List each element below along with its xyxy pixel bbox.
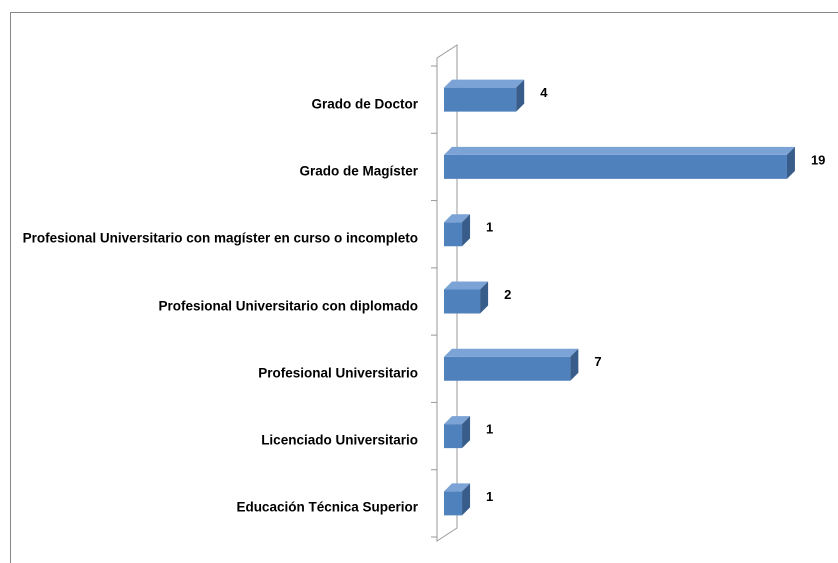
bar: [444, 348, 579, 381]
bar-front: [444, 356, 571, 381]
bar-side: [462, 214, 471, 247]
bar-side: [462, 483, 471, 516]
bar-top: [444, 416, 471, 425]
bar-top: [444, 214, 471, 223]
category-label: Educación Técnica Superior: [236, 499, 418, 515]
bar-side: [570, 348, 579, 381]
data-label: 4: [540, 85, 548, 100]
category-label: Profesional Universitario con magíster e…: [22, 230, 418, 246]
bar-front: [444, 222, 463, 247]
data-label: 7: [594, 354, 601, 369]
data-label: 1: [486, 422, 493, 437]
bar: [444, 416, 471, 449]
bar-front: [444, 491, 463, 516]
bar-side: [480, 281, 489, 314]
bar-front: [444, 289, 481, 314]
bar-top: [444, 281, 489, 290]
bar-side: [786, 146, 795, 179]
bar-top: [444, 79, 525, 88]
bar-front: [444, 87, 517, 112]
bar: [444, 79, 525, 112]
data-label: 1: [486, 220, 493, 235]
bar-top: [444, 483, 471, 492]
category-label: Profesional Universitario: [258, 365, 418, 381]
axis-wall: [436, 44, 458, 542]
bar: [444, 281, 489, 314]
category-label: Grado de Doctor: [311, 96, 418, 112]
category-label: Licenciado Universitario: [261, 432, 418, 448]
bar-front: [444, 154, 787, 179]
bar-front: [444, 424, 463, 449]
category-label: Grado de Magíster: [299, 163, 418, 179]
category-label: Profesional Universitario con diplomado: [158, 298, 418, 313]
bar: [444, 214, 471, 247]
data-label: 19: [811, 152, 825, 167]
bar-side: [516, 79, 525, 112]
bar: [444, 146, 795, 179]
bar-top: [444, 146, 795, 155]
bar-side: [462, 416, 471, 449]
data-label: 1: [486, 489, 493, 504]
bar: [444, 483, 471, 516]
bar-top: [444, 348, 579, 357]
data-label: 2: [504, 287, 511, 302]
